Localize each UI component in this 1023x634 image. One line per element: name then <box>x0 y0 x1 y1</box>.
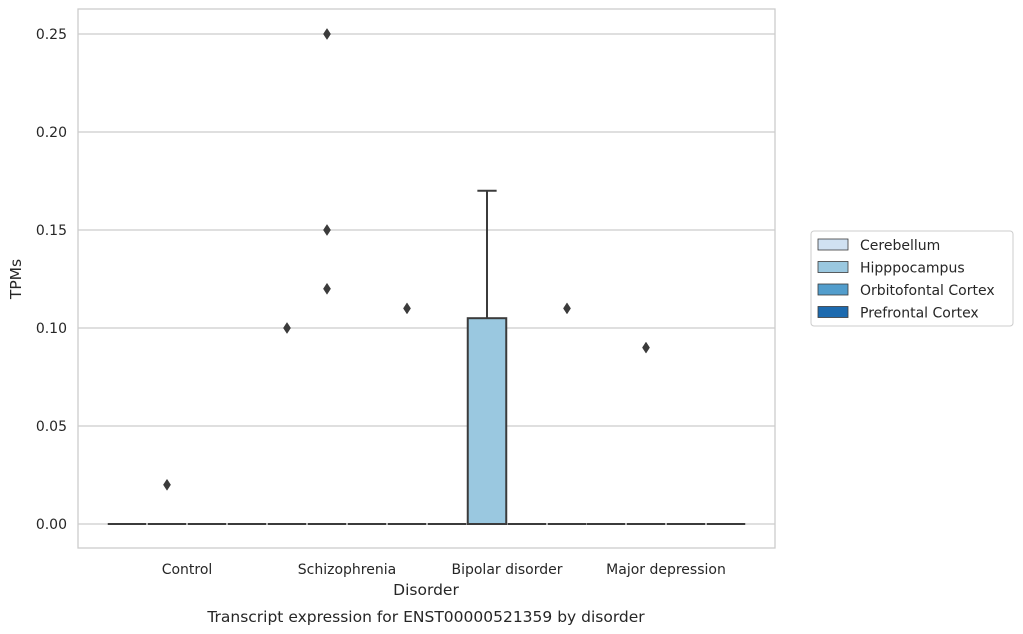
x-tick-label: Control <box>162 562 213 578</box>
outlier-point <box>642 341 650 354</box>
outlier-point <box>323 282 331 295</box>
outlier-point <box>323 28 331 40</box>
y-tick-labels: 0.00 0.05 0.10 0.15 0.20 0.25 <box>36 27 67 533</box>
legend: Cerebellum Hipppocampus Orbitofontal Corte… <box>810 230 1014 327</box>
box-body <box>466 317 508 526</box>
outlier-point <box>563 302 571 315</box>
y-axis-title: TPMs <box>7 259 25 300</box>
legend-swatch <box>817 306 849 318</box>
x-tick-label: Bipolar disorder <box>451 562 562 578</box>
outlier-point <box>403 302 411 315</box>
boxes <box>107 189 746 526</box>
outlier-point <box>323 224 331 236</box>
outliers <box>163 28 650 491</box>
outlier-point <box>283 322 291 334</box>
outlier-point <box>163 478 171 491</box>
y-tick-label: 0.05 <box>36 419 67 435</box>
legend-frame <box>810 230 1014 327</box>
x-axis-title: Disorder <box>393 581 459 599</box>
x-tick-labels: Control Schizophrenia Bipolar disorder Majo… <box>162 562 726 578</box>
legend-label: Orbitofontal Cortex <box>860 283 995 299</box>
legend-label: Prefrontal Cortex <box>860 306 979 322</box>
y-tick-label: 0.25 <box>36 27 67 43</box>
x-tick-label: Schizophrenia <box>298 562 396 578</box>
x-tick-label: Major depression <box>606 562 726 578</box>
y-tick-label: 0.00 <box>36 517 67 533</box>
y-tick-label: 0.20 <box>36 125 67 141</box>
y-tick-label: 0.15 <box>36 223 67 239</box>
legend-swatch <box>817 238 849 251</box>
legend-label: Hipppocampus <box>860 261 965 277</box>
chart-caption: Transcript expression for ENST0000052135… <box>206 608 645 626</box>
legend-label: Cerebellum <box>860 238 940 254</box>
legend-swatch <box>817 283 849 296</box>
legend-swatch <box>817 261 849 273</box>
gridlines <box>78 33 775 525</box>
box <box>466 189 508 526</box>
y-tick-label: 0.10 <box>36 321 67 337</box>
plot-frame <box>77 8 776 549</box>
